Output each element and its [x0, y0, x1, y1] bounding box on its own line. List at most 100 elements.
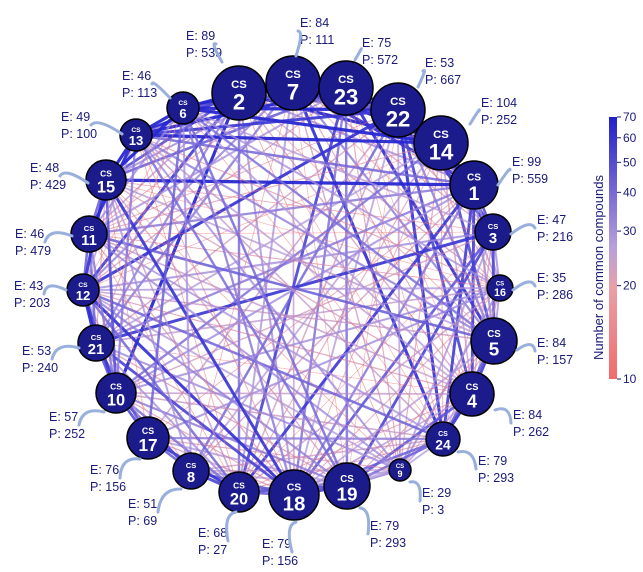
edge-18-6	[181, 107, 296, 496]
colorbar-title: Number of common compounds	[591, 175, 606, 360]
edge-18-13	[135, 134, 295, 496]
node-cs-label: CS	[91, 333, 102, 342]
p-value-label: P: 156	[90, 480, 126, 494]
edge-14-21	[95, 142, 442, 344]
edge-9-12	[82, 289, 401, 471]
node-circle	[70, 215, 108, 253]
edge-7-20	[238, 82, 294, 493]
node-circle	[119, 118, 153, 152]
node-number: 4	[467, 392, 477, 412]
node-cs-label: CS	[78, 282, 88, 289]
node-number: 22	[386, 107, 411, 132]
edge-24-18	[293, 437, 444, 497]
node-circle	[95, 372, 137, 414]
node-cs-label: CS	[231, 79, 247, 91]
node-number: 14	[429, 140, 454, 165]
node-circle	[449, 371, 495, 417]
edge-8-6	[181, 107, 193, 472]
node-annotation-8: E: 51 P: 69	[128, 487, 183, 528]
edge-14-24	[440, 142, 444, 440]
node-annotation-23: E: 75 P: 572	[353, 36, 398, 67]
edge-1-11	[88, 183, 475, 236]
edges-count-label: E: 53	[425, 56, 454, 70]
pointer-arrow	[515, 343, 537, 353]
edge-20-21	[95, 342, 240, 493]
node-number: 19	[336, 484, 357, 505]
node-annotation-20: E: 68 P: 27	[198, 510, 238, 557]
colorbar-tick-label: 70	[623, 110, 637, 124]
edge-3-6	[182, 107, 494, 233]
edge-5-6	[182, 107, 495, 342]
edge-1-15	[105, 178, 475, 187]
p-value-label: P: 203	[14, 296, 50, 310]
pointer-arrow	[511, 280, 537, 292]
node-annotation-9: E: 29 P: 3	[408, 480, 451, 517]
node-circle	[77, 324, 115, 362]
edge-9-11	[88, 233, 401, 471]
edge-1-24	[441, 184, 476, 440]
edge-16-10	[115, 287, 501, 394]
edge-8-15	[105, 179, 192, 472]
edges-count-label: E: 75	[362, 36, 391, 50]
p-value-label: P: 252	[49, 427, 85, 441]
edges-count-label: E: 29	[422, 486, 451, 500]
node-number: 1	[469, 183, 480, 205]
edge-9-21	[95, 342, 401, 471]
p-value-label: P: 157	[537, 353, 573, 367]
edges-count-label: E: 49	[61, 110, 90, 124]
node-number: 2	[233, 90, 245, 115]
pointer-arrow	[42, 284, 68, 296]
node-annotation-4: E: 84 P: 262	[493, 407, 549, 439]
node-annotation-6: E: 46 P: 113	[122, 69, 172, 100]
p-value-label: P: 240	[22, 361, 58, 375]
edge-23-24	[345, 87, 444, 440]
pointer-arrow	[408, 480, 422, 503]
node-annotation-1: E: 99 P: 559	[496, 155, 548, 187]
p-value-label: P: 216	[537, 230, 573, 244]
node-cs-label: CS	[131, 127, 141, 134]
edge-22-21	[95, 109, 399, 344]
node-cs-label: CS	[100, 168, 112, 178]
edge-16-15	[105, 179, 501, 289]
colorbar-tick-label: 30	[623, 224, 637, 238]
node-cs-label: CS	[142, 426, 154, 436]
node-annotation-3: E: 47 P: 216	[509, 213, 573, 244]
p-value-label: P: 286	[537, 288, 573, 302]
p-value-label: P: 262	[513, 425, 549, 439]
p-value-label: P: 293	[370, 536, 406, 550]
node-number: 9	[397, 469, 402, 479]
edge-19-15	[105, 179, 348, 487]
pointer-arrow	[456, 450, 478, 471]
node-annotation-13: E: 49 P: 100	[61, 110, 124, 141]
pointer-arrow	[509, 223, 537, 236]
edge-2-5	[238, 92, 495, 342]
p-value-label: P: 293	[478, 471, 514, 485]
colorbar-tick-label: 10	[623, 372, 637, 386]
node-circle	[370, 82, 426, 138]
edge-20-12	[82, 289, 240, 493]
node-circle	[126, 416, 170, 460]
node-cs-label: CS	[340, 474, 354, 485]
node-number: 17	[138, 435, 157, 455]
node-cs-2: CS2	[211, 65, 267, 121]
pointer-arrow	[43, 231, 74, 244]
edge-1-17	[147, 184, 475, 439]
colorbar-tick-label: 60	[623, 131, 637, 145]
node-number: 7	[287, 80, 299, 105]
node-number: 8	[187, 470, 195, 486]
edges-count-label: E: 84	[537, 336, 566, 350]
edge-20-11	[88, 233, 240, 493]
node-cs-label: CS	[396, 464, 404, 470]
pointer-arrow	[156, 487, 183, 514]
edge-24-11	[88, 233, 444, 440]
edge-24-13	[135, 134, 444, 440]
node-annotation-2: E: 89 P: 539	[186, 29, 224, 64]
node-annotation-19: E: 79 P: 293	[358, 506, 406, 550]
edge-3-11	[88, 231, 494, 235]
